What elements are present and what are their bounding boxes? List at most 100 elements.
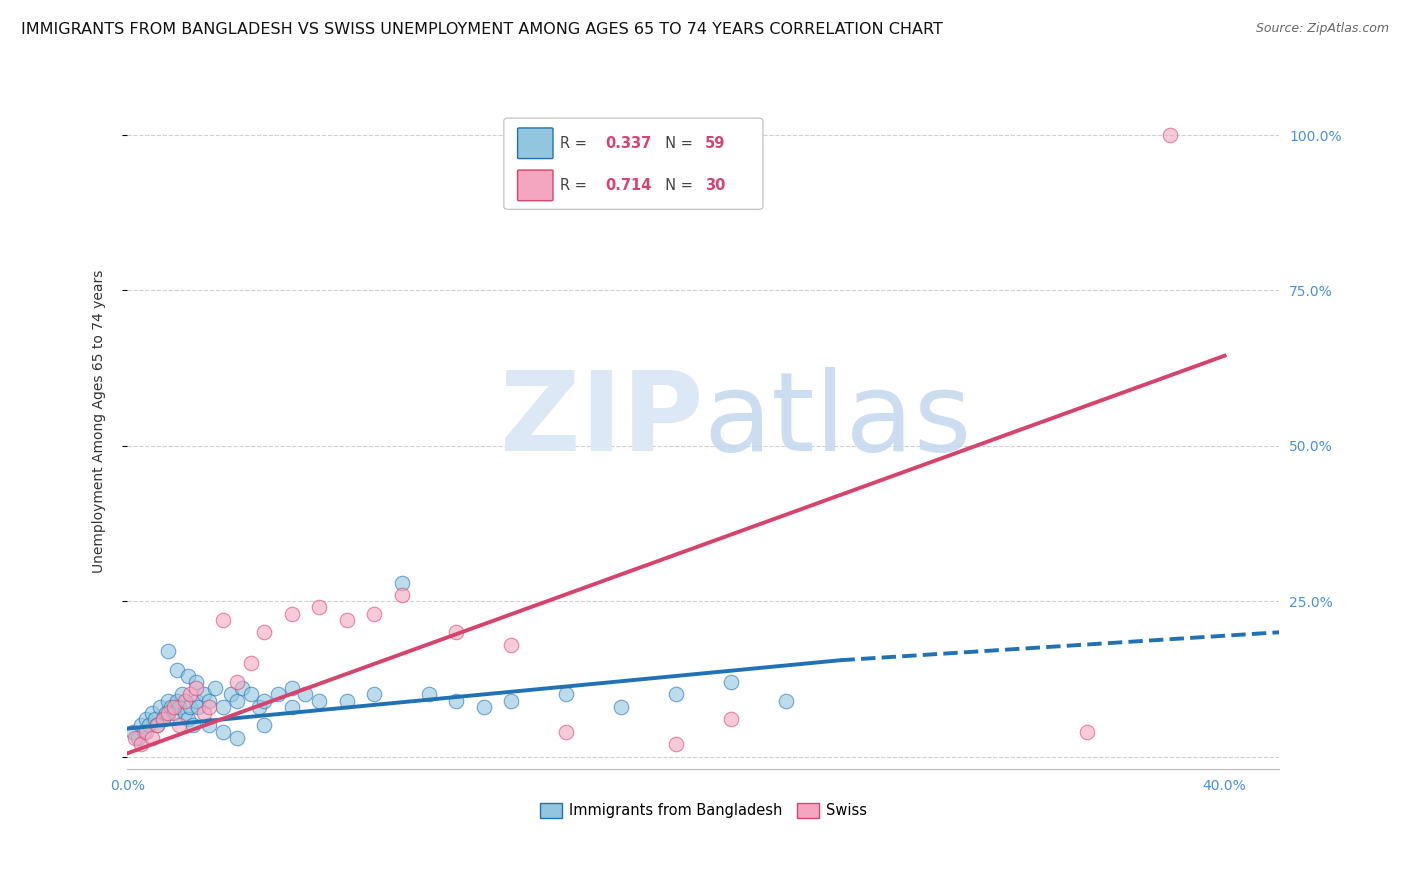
Text: Source: ZipAtlas.com: Source: ZipAtlas.com xyxy=(1256,22,1389,36)
Point xyxy=(141,706,163,720)
Point xyxy=(391,588,413,602)
Point xyxy=(146,718,169,732)
Point xyxy=(665,687,688,701)
Point xyxy=(132,724,155,739)
Point xyxy=(446,693,468,707)
Point xyxy=(160,699,183,714)
Point xyxy=(281,681,304,695)
Point xyxy=(152,712,174,726)
Point xyxy=(1076,724,1098,739)
Point xyxy=(166,663,188,677)
Text: ZIP: ZIP xyxy=(501,368,703,475)
Point xyxy=(231,681,253,695)
Text: 30: 30 xyxy=(704,178,725,193)
Point xyxy=(176,712,198,726)
Point xyxy=(181,718,204,732)
Point xyxy=(239,657,262,671)
Point xyxy=(176,669,198,683)
Point xyxy=(212,613,235,627)
Point xyxy=(247,699,270,714)
Point xyxy=(253,625,276,640)
Point xyxy=(193,687,215,701)
Point xyxy=(173,693,195,707)
Point xyxy=(204,681,226,695)
Point xyxy=(308,600,330,615)
Point xyxy=(163,699,186,714)
Point xyxy=(146,718,169,732)
Point xyxy=(720,675,742,690)
Point xyxy=(720,712,742,726)
Point xyxy=(501,693,523,707)
Text: N =: N = xyxy=(655,178,697,193)
Point xyxy=(127,731,149,745)
Text: 59: 59 xyxy=(704,136,725,151)
Point xyxy=(187,699,209,714)
Point xyxy=(135,712,157,726)
Point xyxy=(391,575,413,590)
Point xyxy=(170,687,193,701)
Point xyxy=(363,607,385,621)
Point xyxy=(501,638,523,652)
Point xyxy=(129,718,152,732)
Point xyxy=(610,699,633,714)
Point xyxy=(665,737,688,751)
Point xyxy=(198,693,221,707)
Text: 0.337: 0.337 xyxy=(605,136,651,151)
Point xyxy=(225,731,247,745)
Point xyxy=(225,693,247,707)
Point xyxy=(193,706,215,720)
Point xyxy=(157,693,180,707)
Text: atlas: atlas xyxy=(703,368,972,475)
Text: 0.714: 0.714 xyxy=(605,178,651,193)
Point xyxy=(267,687,290,701)
Point xyxy=(184,675,207,690)
Point xyxy=(281,607,304,621)
Point xyxy=(281,699,304,714)
Point xyxy=(138,718,160,732)
Point xyxy=(129,737,152,751)
Point xyxy=(157,644,180,658)
Point xyxy=(155,706,177,720)
Point xyxy=(152,712,174,726)
Point xyxy=(198,699,221,714)
Point xyxy=(163,706,186,720)
Point xyxy=(418,687,440,701)
Point xyxy=(124,731,146,745)
Point xyxy=(221,687,243,701)
Point xyxy=(166,693,188,707)
Point xyxy=(179,699,201,714)
Point xyxy=(121,724,143,739)
Point xyxy=(173,706,195,720)
Point xyxy=(446,625,468,640)
Point xyxy=(212,699,235,714)
Point xyxy=(294,687,316,701)
Point xyxy=(253,693,276,707)
Point xyxy=(239,687,262,701)
Point xyxy=(157,706,180,720)
Point xyxy=(149,699,172,714)
Point xyxy=(336,613,359,627)
Point xyxy=(169,699,191,714)
Point xyxy=(141,731,163,745)
Point xyxy=(225,675,247,690)
Point xyxy=(135,724,157,739)
Point xyxy=(363,687,385,701)
Point xyxy=(253,718,276,732)
Text: IMMIGRANTS FROM BANGLADESH VS SWISS UNEMPLOYMENT AMONG AGES 65 TO 74 YEARS CORRE: IMMIGRANTS FROM BANGLADESH VS SWISS UNEM… xyxy=(21,22,943,37)
Point xyxy=(336,693,359,707)
Point xyxy=(308,693,330,707)
Point xyxy=(212,724,235,739)
Point xyxy=(555,687,578,701)
Text: R =: R = xyxy=(560,178,592,193)
Point xyxy=(184,681,207,695)
Point xyxy=(555,724,578,739)
Text: R =: R = xyxy=(560,136,592,151)
Point xyxy=(775,693,797,707)
Point xyxy=(179,687,201,701)
Text: N =: N = xyxy=(655,136,697,151)
Point xyxy=(472,699,495,714)
Point xyxy=(184,693,207,707)
Y-axis label: Unemployment Among Ages 65 to 74 years: Unemployment Among Ages 65 to 74 years xyxy=(93,269,107,573)
Point xyxy=(143,712,166,726)
Point xyxy=(198,718,221,732)
